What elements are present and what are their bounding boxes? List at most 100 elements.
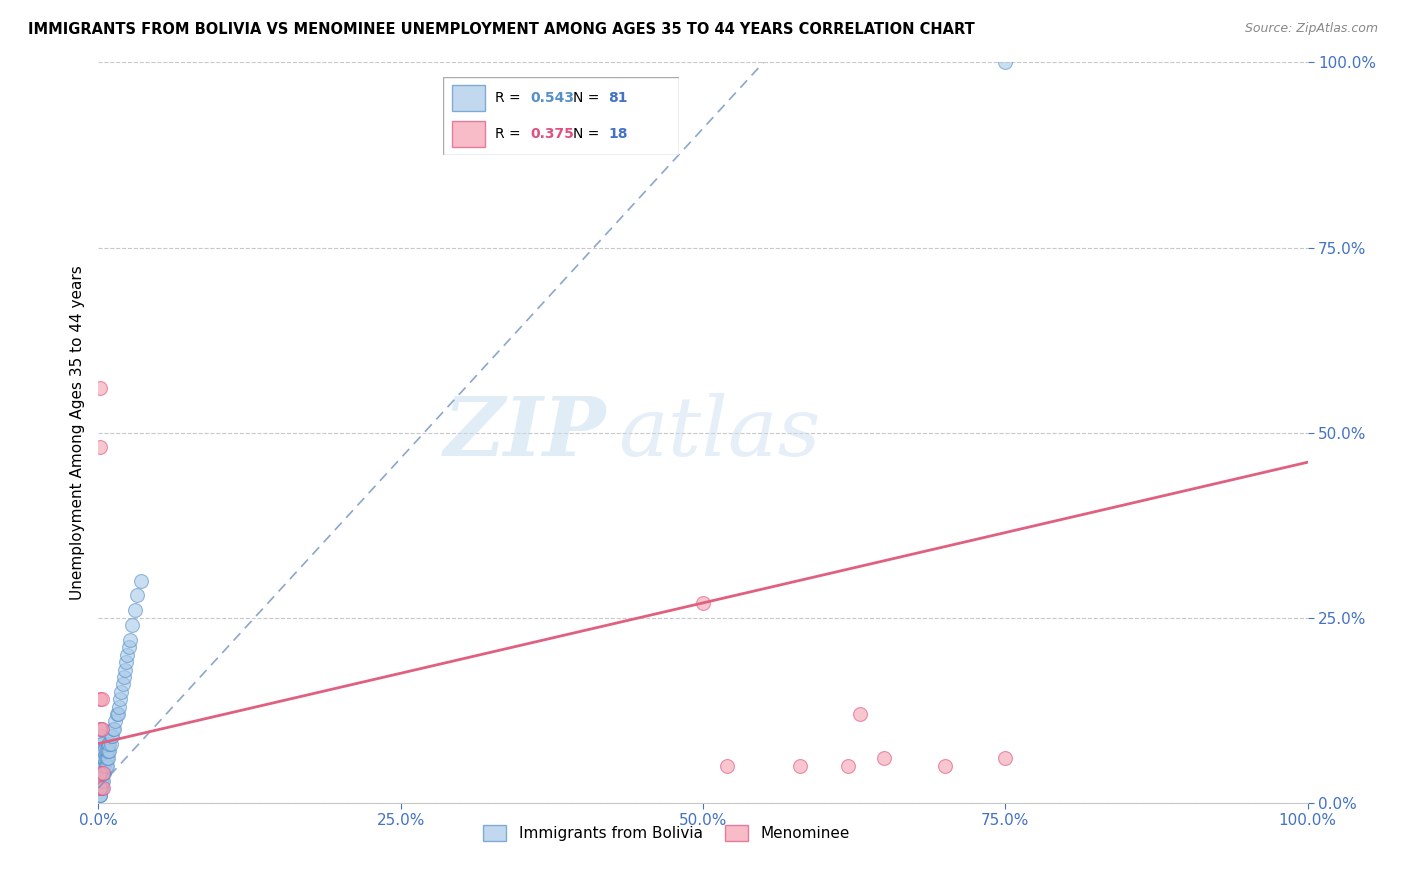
Point xyxy=(89,766,111,780)
Text: Source: ZipAtlas.com: Source: ZipAtlas.com xyxy=(1244,22,1378,36)
Point xyxy=(98,737,121,751)
Point xyxy=(104,714,127,729)
Point xyxy=(93,744,115,758)
Point xyxy=(118,632,141,647)
Point xyxy=(96,744,118,758)
Point xyxy=(91,737,114,751)
Point xyxy=(91,766,114,780)
Point xyxy=(873,751,896,765)
Point xyxy=(108,692,131,706)
Point xyxy=(89,766,111,780)
Point xyxy=(91,751,114,765)
Point xyxy=(89,780,111,795)
Point xyxy=(89,780,111,795)
Point xyxy=(89,780,111,795)
Point xyxy=(994,55,1017,70)
Point xyxy=(117,648,139,662)
Point xyxy=(90,729,112,743)
Point xyxy=(91,758,114,772)
Point xyxy=(115,655,138,669)
Point xyxy=(127,589,149,603)
Point xyxy=(121,618,143,632)
Point xyxy=(789,758,811,772)
Point xyxy=(90,722,112,736)
Point xyxy=(108,699,131,714)
Point xyxy=(90,780,112,795)
Point xyxy=(100,737,122,751)
Point xyxy=(91,692,114,706)
Point xyxy=(91,744,114,758)
Point xyxy=(91,773,114,788)
Point xyxy=(91,773,114,788)
Point xyxy=(97,744,120,758)
Point xyxy=(90,758,112,772)
Point xyxy=(91,780,114,795)
Point xyxy=(89,773,111,788)
Point xyxy=(89,789,111,803)
Point xyxy=(96,758,118,772)
Point xyxy=(89,789,111,803)
Point xyxy=(93,766,115,780)
Point xyxy=(89,758,111,772)
Point xyxy=(716,758,738,772)
Point xyxy=(692,596,714,610)
Point xyxy=(96,751,118,765)
Point xyxy=(89,789,111,803)
Point xyxy=(110,685,132,699)
Point xyxy=(90,766,112,780)
Text: IMMIGRANTS FROM BOLIVIA VS MENOMINEE UNEMPLOYMENT AMONG AGES 35 TO 44 YEARS CORR: IMMIGRANTS FROM BOLIVIA VS MENOMINEE UNE… xyxy=(28,22,974,37)
Y-axis label: Unemployment Among Ages 35 to 44 years: Unemployment Among Ages 35 to 44 years xyxy=(69,265,84,600)
Point xyxy=(89,780,111,795)
Point xyxy=(90,773,112,788)
Point xyxy=(89,773,111,788)
Point xyxy=(89,744,111,758)
Point xyxy=(849,706,872,721)
Point xyxy=(111,677,134,691)
Point xyxy=(103,722,125,736)
Point xyxy=(89,758,111,772)
Point xyxy=(90,751,112,765)
Point xyxy=(129,574,152,588)
Point xyxy=(89,751,111,765)
Point xyxy=(94,758,117,772)
Point xyxy=(112,670,135,684)
Point xyxy=(98,744,121,758)
Point xyxy=(93,758,115,772)
Point xyxy=(97,751,120,765)
Point xyxy=(994,751,1017,765)
Point xyxy=(114,663,136,677)
Point xyxy=(89,766,111,780)
Point xyxy=(91,780,114,795)
Point xyxy=(91,758,114,772)
Point xyxy=(90,744,112,758)
Text: atlas: atlas xyxy=(619,392,821,473)
Point xyxy=(94,744,117,758)
Point xyxy=(89,773,111,788)
Point xyxy=(124,603,146,617)
Point xyxy=(91,766,114,780)
Point xyxy=(94,751,117,765)
Point xyxy=(100,729,122,743)
Point xyxy=(90,773,112,788)
Point xyxy=(90,737,112,751)
Point xyxy=(91,744,114,758)
Point xyxy=(100,729,122,743)
Point xyxy=(89,381,111,395)
Legend: Immigrants from Bolivia, Menominee: Immigrants from Bolivia, Menominee xyxy=(477,819,856,847)
Point xyxy=(118,640,141,655)
Point xyxy=(934,758,956,772)
Point xyxy=(87,780,110,795)
Point xyxy=(837,758,859,772)
Point xyxy=(90,780,112,795)
Point xyxy=(91,766,114,780)
Point xyxy=(89,441,111,455)
Point xyxy=(93,751,115,765)
Point xyxy=(91,722,114,736)
Point xyxy=(89,773,111,788)
Point xyxy=(89,766,111,780)
Point xyxy=(89,692,111,706)
Point xyxy=(91,751,114,765)
Point xyxy=(97,737,120,751)
Point xyxy=(107,706,129,721)
Point xyxy=(105,706,128,721)
